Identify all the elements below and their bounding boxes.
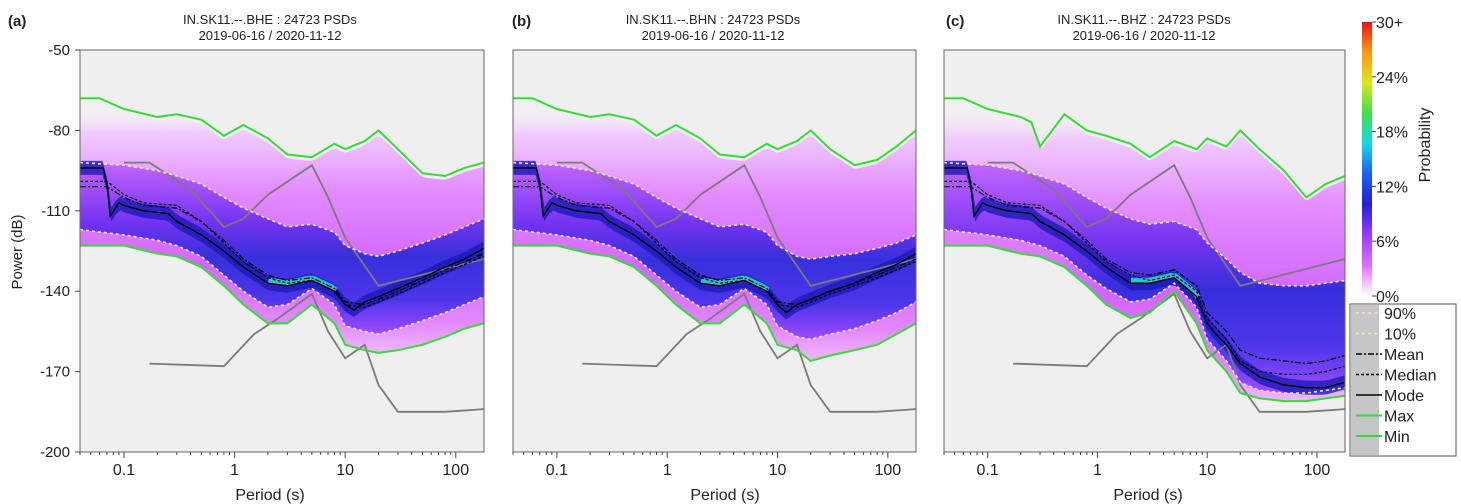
min-line (513, 244, 916, 362)
y-axis-ticks: -50 -80 -110 -140 -170 -200 (40, 42, 80, 461)
y-tick-label: -50 (48, 42, 70, 59)
probability-peak (268, 275, 338, 293)
colorbar-tick-label: 18% (1376, 125, 1408, 142)
median-line (944, 180, 1345, 375)
colorbar-ticks: 30+ 24% 18% 12% 6% 0% (1372, 15, 1408, 306)
p90-line (80, 161, 484, 258)
max-line (944, 97, 1345, 199)
p90-line (944, 161, 1345, 287)
max-line (513, 97, 916, 167)
x-tick-label: 1 (663, 462, 672, 479)
y-tick-label: -140 (40, 283, 70, 300)
probability-colorbar: 30+ 24% 18% 12% 6% 0% Probability (1362, 15, 1434, 306)
chart-title-line1: IN.SK11.--.BHZ : 24723 PSDs (1057, 12, 1231, 27)
x-tick-label: 0.1 (113, 462, 135, 479)
nhnm-line (987, 161, 1345, 287)
colorbar-tick-label: 0% (1376, 289, 1399, 306)
x-tick-label: 100 (442, 462, 469, 479)
legend-box: 90% 10% Mean Median Mode Max Min (1349, 303, 1457, 457)
legend-label-max: Max (1384, 409, 1414, 426)
panel-label: (a) (8, 13, 26, 30)
y-axis-label: Power (dB) (9, 214, 26, 289)
mean-line (944, 186, 1345, 365)
x-tick-label: 0.1 (546, 462, 568, 479)
y-tick-label: -80 (48, 122, 70, 139)
colorbar-label: Probability (1417, 108, 1434, 183)
plot-frame (512, 49, 917, 453)
plot-area (943, 49, 1346, 453)
nlnm-line (582, 292, 916, 413)
psd-panel-bhn: (b) IN.SK11.--.BHN : 24723 PSDs 2019-06-… (512, 12, 917, 504)
plot-frame (79, 49, 485, 453)
plot-area (512, 49, 917, 453)
x-tick-label: 100 (874, 462, 901, 479)
x-axis-ticks: 0.1 1 10 100 (512, 452, 901, 479)
y-tick-label: -170 (40, 364, 70, 381)
x-tick-label: 100 (1304, 462, 1331, 479)
legend-label-median: Median (1384, 368, 1436, 385)
p10-line (80, 228, 484, 335)
mode-line (80, 167, 484, 311)
min-line (80, 244, 484, 354)
nhnm-line (556, 161, 916, 287)
p10-line (513, 228, 916, 341)
nhnm-line (124, 161, 484, 287)
colorbar-tick-label: 24% (1376, 70, 1408, 87)
x-axis-label: Period (s) (1113, 487, 1182, 504)
mode-line (944, 167, 1345, 389)
x-tick-label: 1 (230, 462, 239, 479)
p10-line (944, 228, 1345, 394)
mean-line (80, 186, 484, 306)
legend-label-p10: 10% (1384, 327, 1416, 344)
y-tick-label: -110 (41, 203, 70, 220)
chart-title-line1: IN.SK11.--.BHE : 24723 PSDs (183, 12, 357, 27)
legend-label-p90: 90% (1384, 306, 1416, 323)
min-line (944, 244, 1345, 403)
legend-swatch-strip (1351, 305, 1379, 455)
x-axis-ticks: 0.1 1 10 100 (943, 452, 1331, 479)
probability-core (513, 160, 916, 320)
x-axis-label: Period (s) (235, 487, 304, 504)
panel-label: (b) (512, 13, 531, 30)
median-line (513, 180, 916, 308)
nlnm-line (149, 292, 484, 413)
max-line (80, 97, 484, 178)
x-tick-label: 1 (1093, 462, 1102, 479)
chart-title-line2: 2019-06-16 / 2020-11-12 (199, 28, 342, 43)
legend-label-min: Min (1384, 429, 1410, 446)
nlnm-line (1012, 292, 1345, 413)
chart-title-line2: 2019-06-16 / 2020-11-12 (642, 28, 785, 43)
x-axis-label: Period (s) (690, 487, 759, 504)
psd-panel-bhz: (c) IN.SK11.--.BHZ : 24723 PSDs 2019-06-… (943, 12, 1346, 504)
plot-area (79, 49, 485, 453)
plot-frame (943, 49, 1346, 453)
panel-label: (c) (946, 13, 964, 30)
chart-title-line2: 2019-06-16 / 2020-11-12 (1073, 28, 1216, 43)
x-tick-label: 0.1 (977, 462, 999, 479)
median-line (80, 180, 484, 308)
psd-panel-bhe: (a) IN.SK11.--.BHE : 24723 PSDs 2019-06-… (8, 12, 485, 504)
x-tick-label: 10 (336, 462, 354, 479)
colorbar-tick-label: 6% (1376, 234, 1399, 251)
legend-label-mode: Mode (1384, 388, 1424, 405)
legend-label-mean: Mean (1384, 347, 1424, 364)
colorbar-tick-label: 12% (1376, 179, 1408, 196)
y-tick-label: -200 (40, 444, 70, 461)
x-axis-ticks: 0.1 1 10 100 (79, 452, 469, 479)
colorbar-tick-label: 30+ (1376, 15, 1403, 32)
mode-line (513, 167, 916, 314)
x-tick-label: 10 (769, 462, 787, 479)
chart-title-line1: IN.SK11.--.BHN : 24723 PSDs (626, 12, 801, 27)
p90-line (513, 161, 916, 260)
x-tick-label: 10 (1198, 462, 1216, 479)
colorbar-gradient (1362, 22, 1372, 296)
mean-line (513, 186, 916, 306)
